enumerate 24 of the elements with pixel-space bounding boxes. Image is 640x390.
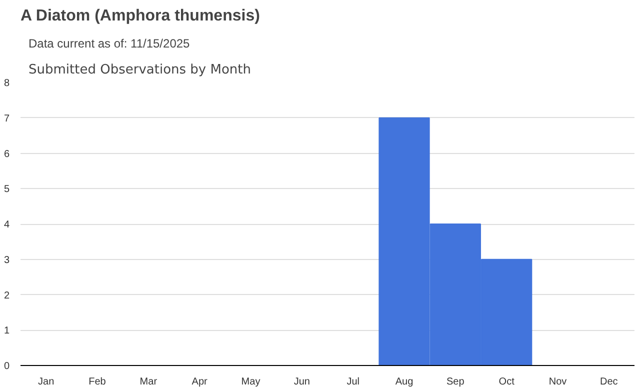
x-tick-label: Dec bbox=[600, 376, 618, 388]
x-tick-label: Mar bbox=[140, 376, 158, 388]
x-tick-label: Oct bbox=[498, 376, 515, 388]
y-tick-label: 6 bbox=[4, 148, 10, 160]
x-tick-label: Sep bbox=[446, 376, 465, 388]
y-tick-label: 4 bbox=[4, 220, 10, 230]
x-tick-label: Feb bbox=[88, 376, 106, 388]
y-tick-label: 8 bbox=[4, 78, 10, 89]
text: Submitted Observations by Month bbox=[28, 62, 251, 78]
x-tick-label: May bbox=[241, 376, 260, 388]
y-tick-label: 0 bbox=[4, 361, 10, 372]
y-tick-label: 2 bbox=[4, 290, 10, 302]
y-tick-label: 1 bbox=[4, 326, 10, 337]
chart-subtitle: Data current as of: 11/15/2025 bbox=[28, 36, 190, 50]
x-tick-label: Jan bbox=[38, 376, 54, 388]
y-tick-label: 5 bbox=[4, 184, 10, 196]
x-tick-label: Apr bbox=[192, 376, 208, 388]
y-tick-label: 7 bbox=[4, 113, 10, 124]
chart-title: A Diatom (Amphora thumensis) bbox=[20, 8, 260, 24]
x-tick-label: Jul bbox=[346, 376, 360, 388]
y-tick-label: 3 bbox=[4, 254, 10, 266]
x-tick-label: Nov bbox=[548, 376, 567, 388]
x-tick-label: Aug bbox=[395, 376, 414, 388]
x-tick-label: Jun bbox=[294, 376, 310, 388]
